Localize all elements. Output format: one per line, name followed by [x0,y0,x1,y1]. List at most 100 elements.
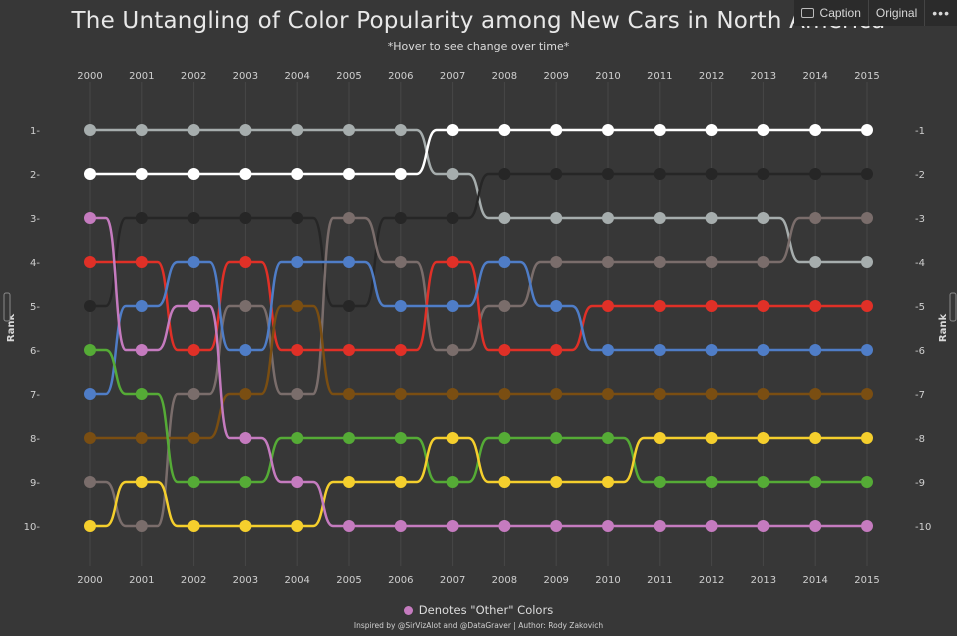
point-green-2008[interactable] [498,432,511,444]
point-yellow-2009[interactable] [550,476,563,488]
point-green-2002[interactable] [187,476,200,488]
point-other-2006[interactable] [394,520,407,532]
point-red-2007[interactable] [446,256,459,268]
point-white-2014[interactable] [809,124,822,136]
point-green-2011[interactable] [653,476,666,488]
original-button[interactable]: Original [867,0,924,26]
point-other-2014[interactable] [809,520,822,532]
point-other-2001[interactable] [135,344,148,356]
point-red-2004[interactable] [291,344,304,356]
point-black-2015[interactable] [861,168,873,180]
point-gray-2007[interactable] [446,344,459,356]
point-blue-2003[interactable] [239,344,252,356]
point-yellow-2015[interactable] [861,432,873,444]
point-yellow-2006[interactable] [394,476,407,488]
point-yellow-2012[interactable] [705,432,718,444]
point-blue-2015[interactable] [861,344,873,356]
point-yellow-2014[interactable] [809,432,822,444]
point-green-2009[interactable] [550,432,563,444]
point-blue-2008[interactable] [498,256,511,268]
point-yellow-2013[interactable] [757,432,770,444]
point-black-2001[interactable] [135,212,148,224]
point-white-2013[interactable] [757,124,770,136]
point-red-2013[interactable] [757,300,770,312]
point-brown-2010[interactable] [602,388,614,400]
point-green-2006[interactable] [394,432,407,444]
more-options-button[interactable]: ••• [924,0,957,26]
point-green-2004[interactable] [291,432,304,444]
point-black-2014[interactable] [809,168,822,180]
point-green-2012[interactable] [705,476,718,488]
left-resize-handle[interactable] [3,292,11,322]
point-brown-2007[interactable] [446,388,459,400]
point-white-2001[interactable] [135,168,148,180]
point-yellow-2001[interactable] [135,476,148,488]
point-yellow-2000[interactable] [84,520,96,532]
point-white-2000[interactable] [84,168,96,180]
point-white-2003[interactable] [239,168,252,180]
point-red-2000[interactable] [84,256,96,268]
point-blue-2010[interactable] [602,344,614,356]
point-blue-2005[interactable] [343,256,355,268]
point-green-2010[interactable] [602,432,614,444]
point-blue-2002[interactable] [187,256,200,268]
right-resize-handle[interactable] [949,292,957,322]
point-silver-2011[interactable] [653,212,666,224]
point-silver-2014[interactable] [809,256,822,268]
point-blue-2006[interactable] [394,300,407,312]
point-other-2004[interactable] [291,476,304,488]
point-green-2014[interactable] [809,476,822,488]
point-gray-2001[interactable] [135,520,148,532]
point-blue-2012[interactable] [705,344,718,356]
point-gray-2006[interactable] [394,256,407,268]
point-white-2006[interactable] [394,168,407,180]
point-white-2002[interactable] [187,168,200,180]
point-green-2001[interactable] [135,388,148,400]
point-yellow-2005[interactable] [343,476,355,488]
point-brown-2008[interactable] [498,388,511,400]
point-other-2015[interactable] [861,520,873,532]
point-gray-2000[interactable] [84,476,96,488]
point-gray-2012[interactable] [705,256,718,268]
point-gray-2015[interactable] [861,212,873,224]
point-yellow-2007[interactable] [446,432,459,444]
point-yellow-2003[interactable] [239,520,252,532]
point-white-2011[interactable] [653,124,666,136]
point-brown-2009[interactable] [550,388,563,400]
point-brown-2002[interactable] [187,432,200,444]
point-green-2013[interactable] [757,476,770,488]
point-red-2009[interactable] [550,344,563,356]
point-other-2012[interactable] [705,520,718,532]
point-other-2010[interactable] [602,520,614,532]
point-black-2012[interactable] [705,168,718,180]
point-silver-2002[interactable] [187,124,200,136]
point-blue-2013[interactable] [757,344,770,356]
point-gray-2013[interactable] [757,256,770,268]
point-other-2013[interactable] [757,520,770,532]
point-white-2005[interactable] [343,168,355,180]
point-black-2011[interactable] [653,168,666,180]
point-black-2002[interactable] [187,212,200,224]
point-blue-2007[interactable] [446,300,459,312]
point-other-2007[interactable] [446,520,459,532]
point-red-2002[interactable] [187,344,200,356]
point-black-2009[interactable] [550,168,563,180]
point-black-2010[interactable] [602,168,614,180]
point-white-2010[interactable] [602,124,614,136]
point-brown-2011[interactable] [653,388,666,400]
point-red-2011[interactable] [653,300,666,312]
point-yellow-2002[interactable] [187,520,200,532]
point-other-2009[interactable] [550,520,563,532]
point-black-2000[interactable] [84,300,96,312]
point-brown-2012[interactable] [705,388,718,400]
point-gray-2010[interactable] [602,256,614,268]
point-black-2004[interactable] [291,212,304,224]
point-gray-2008[interactable] [498,300,511,312]
point-silver-2008[interactable] [498,212,511,224]
point-red-2010[interactable] [602,300,614,312]
point-black-2013[interactable] [757,168,770,180]
point-white-2007[interactable] [446,124,459,136]
series-line-brown[interactable] [88,304,869,440]
point-yellow-2011[interactable] [653,432,666,444]
point-silver-2005[interactable] [343,124,355,136]
